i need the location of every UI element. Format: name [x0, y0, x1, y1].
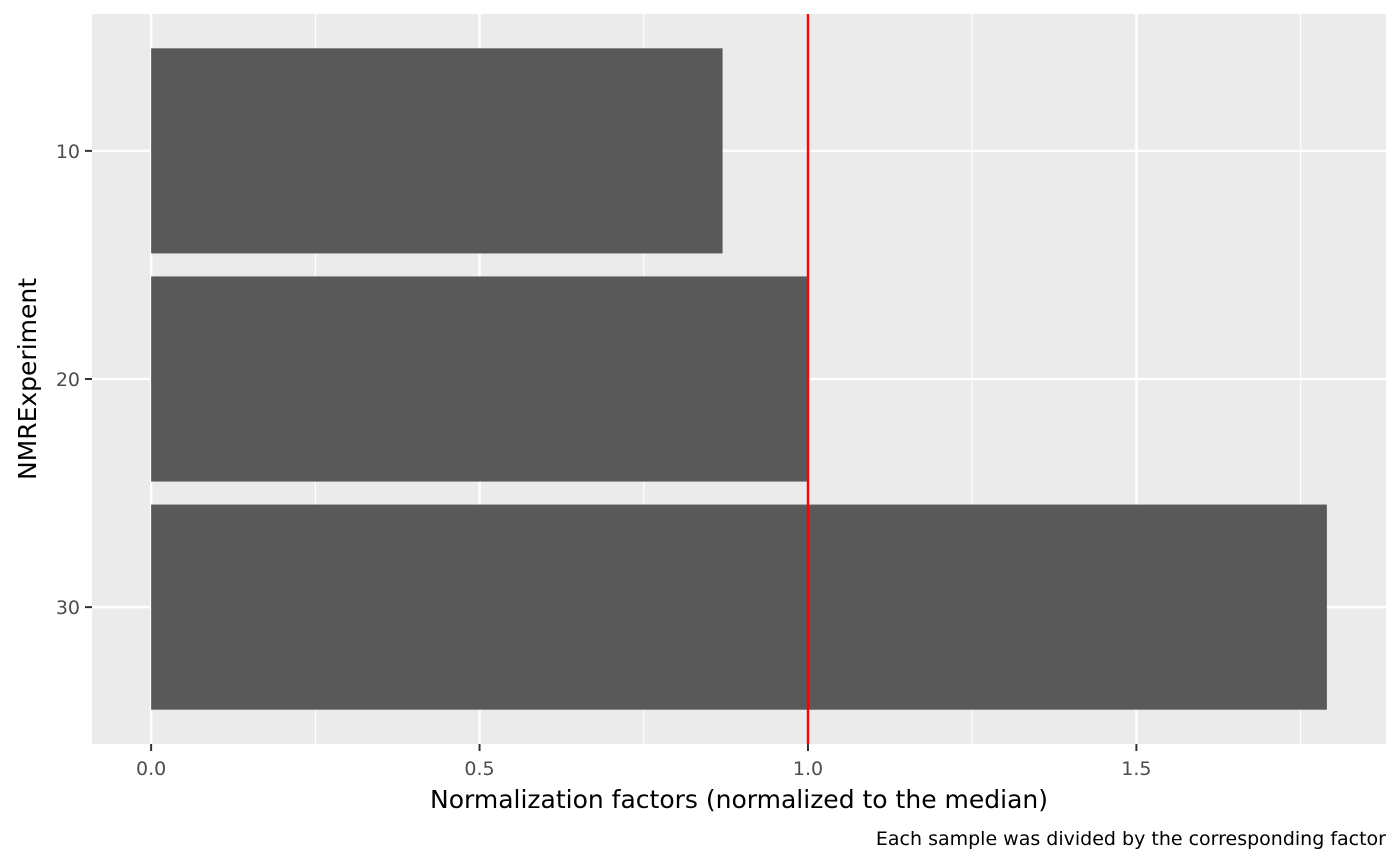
x-tick-label: 0.5 — [464, 758, 494, 780]
x-tick-label: 0.0 — [136, 758, 166, 780]
caption: Each sample was divided by the correspon… — [876, 828, 1386, 850]
x-tick-label: 1.5 — [1121, 758, 1151, 780]
y-tick-label: 10 — [56, 141, 80, 163]
x-tick-label: 1.0 — [793, 758, 823, 780]
bar-10 — [151, 48, 723, 254]
y-tick-label: 30 — [56, 597, 80, 619]
x-axis-title: Normalization factors (normalized to the… — [430, 785, 1048, 814]
bar-30 — [151, 504, 1327, 710]
y-tick-label: 20 — [56, 369, 80, 391]
axes: 0.0 0.5 1.0 1.5 10 20 30 — [56, 141, 1152, 780]
bars — [151, 48, 1327, 710]
y-axis-title: NMRExperiment — [13, 278, 42, 480]
bar-20 — [151, 276, 808, 482]
